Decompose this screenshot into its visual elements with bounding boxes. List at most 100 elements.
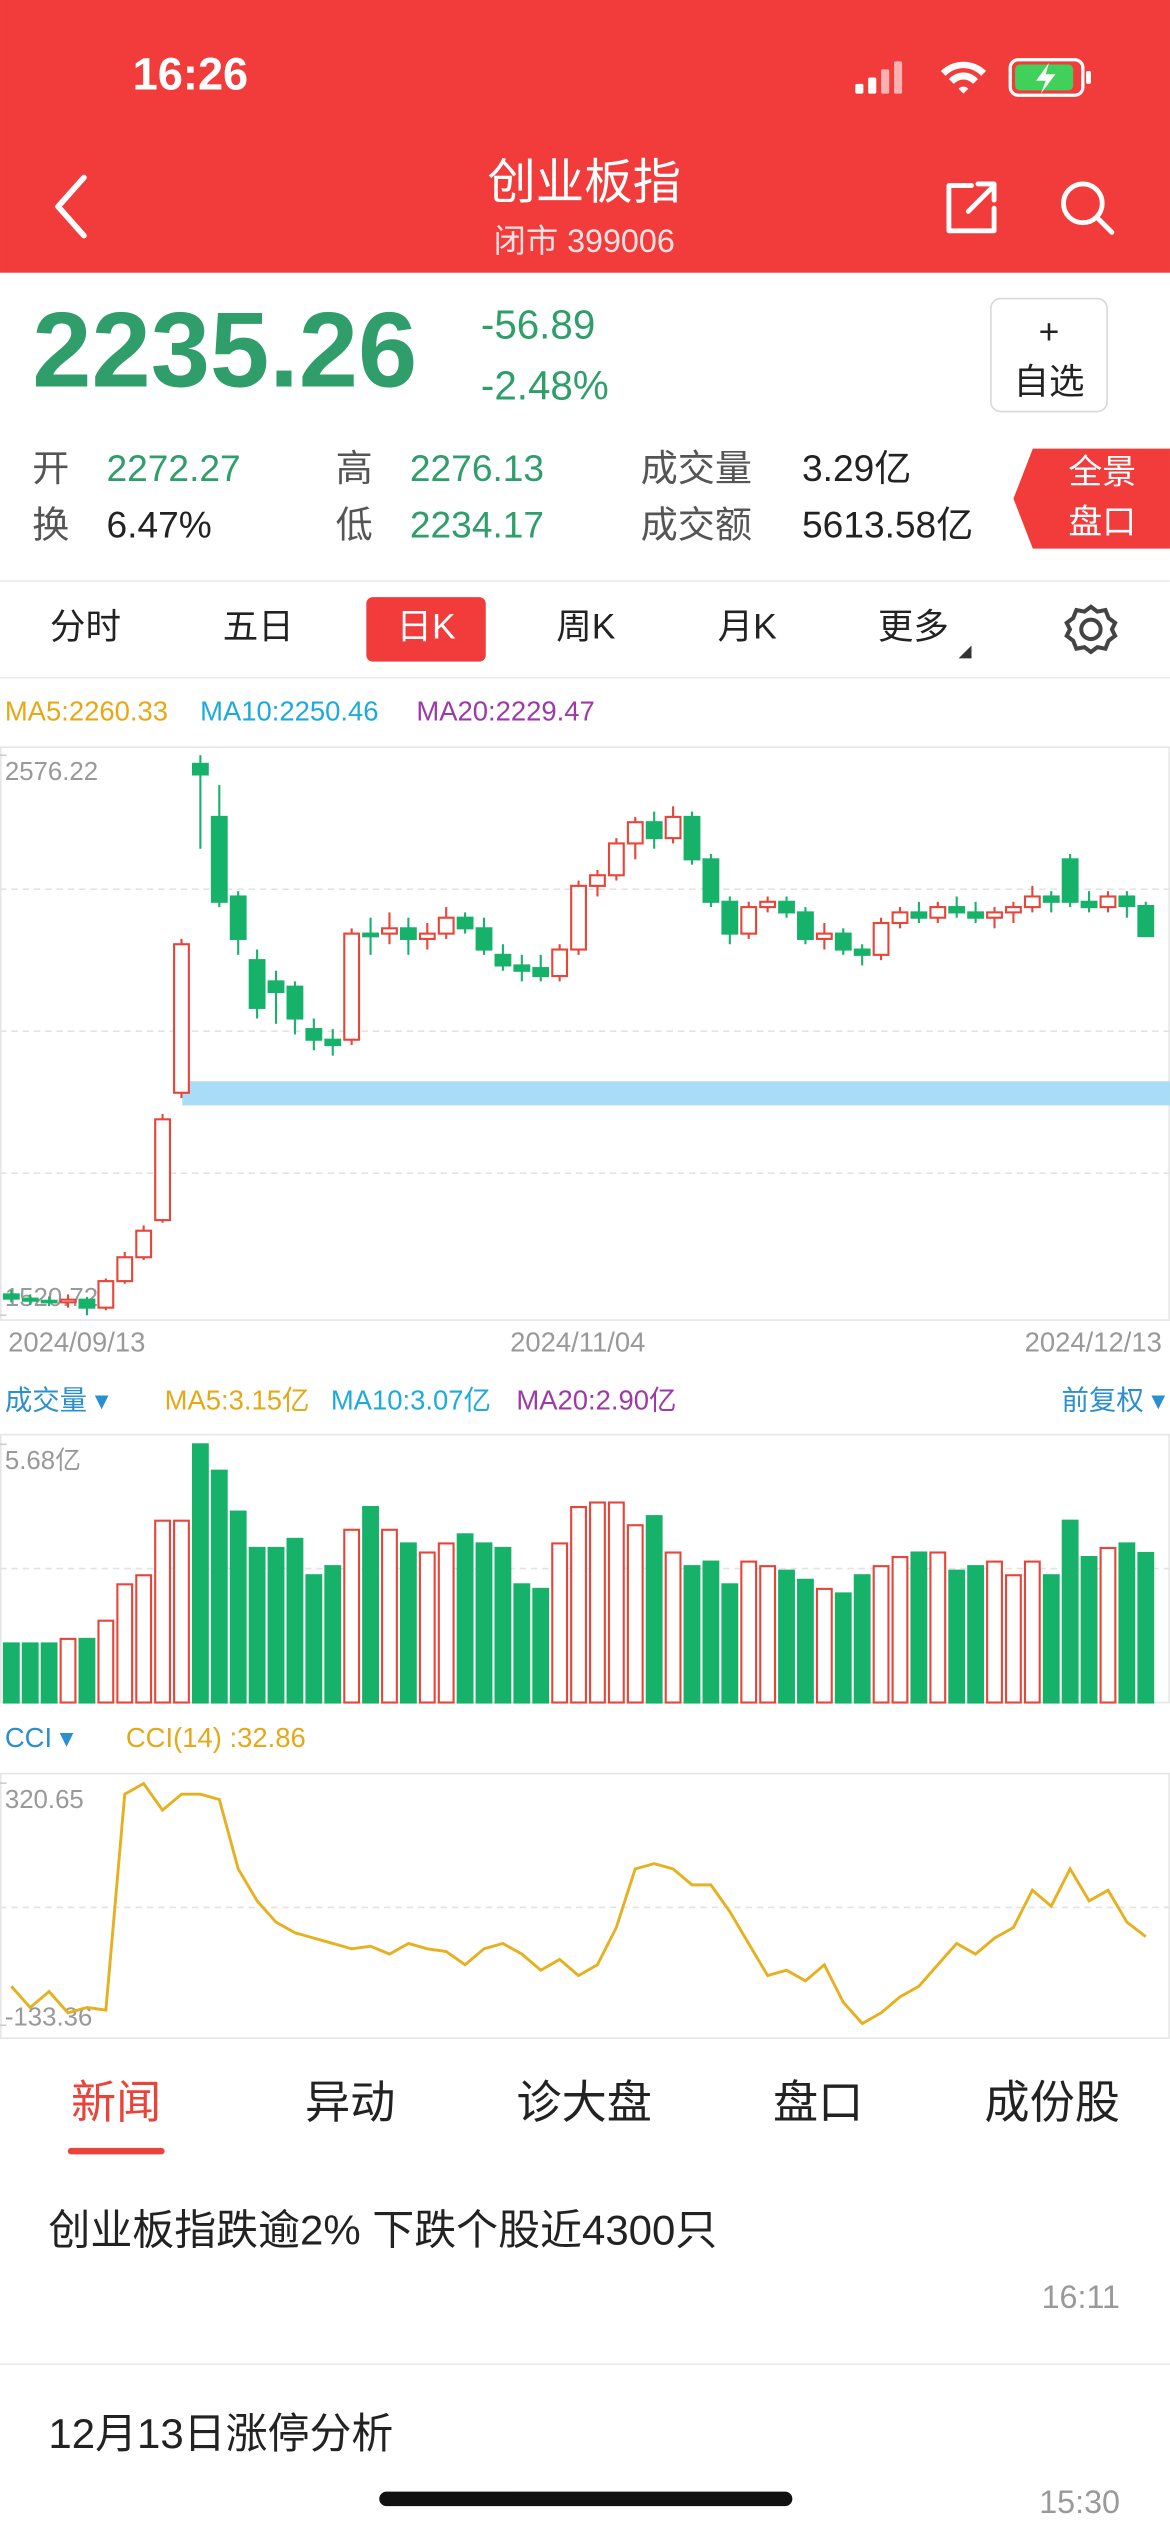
volume-bar [305,1574,323,1704]
volume-bar [683,1565,701,1704]
volume-bar [513,1583,531,1704]
tab[interactable]: 日K [396,607,456,647]
candle-body [721,900,739,935]
candle-body [607,842,625,877]
candle-body [229,895,247,940]
news-time: 16:11 [1042,2279,1120,2315]
candle-body [740,906,758,935]
volume-bar [78,1637,96,1704]
cci-value-label: CCI(14) :32.86 [126,1722,306,1753]
volume-bar [267,1546,285,1704]
tab[interactable]: 五日 [223,607,294,647]
date-label: 2024/09/13 [8,1327,145,1358]
candle-body [191,762,209,776]
cci-line [10,1781,1147,2026]
candle-body [702,858,720,903]
candle-body [1137,904,1155,938]
tab-active-bg [366,597,486,662]
volume-bar [645,1515,663,1704]
candle-body [872,921,890,956]
stat-label: 低 [336,503,373,545]
support-band [182,1081,1170,1106]
volume-bar [759,1565,777,1704]
adjust-label[interactable]: 前复权 ▾ [1061,1385,1165,1416]
tab[interactable]: 月K [718,607,778,647]
volume-bar [1061,1519,1079,1704]
candle-body [362,932,379,938]
volume-bar [551,1542,569,1704]
candle-body [853,948,871,956]
status-icons [855,58,1091,97]
y-tick-label: 320.65 [5,1786,84,1814]
tab[interactable]: 分时 [50,607,121,647]
volume-bar [475,1542,493,1704]
volume-chart: 5.68亿 [0,1443,1155,1704]
volume-bar [721,1583,739,1704]
volume-bar [154,1519,171,1704]
ma-label: MA20:2.90亿 [516,1385,676,1416]
news-time: 15:30 [1039,2484,1120,2520]
candle-body [532,967,550,978]
volume-bar [59,1637,77,1704]
stat-label: 高 [336,447,373,489]
candle-body [1005,906,1022,914]
stat-label: 成交量 [641,447,752,489]
volume-bar [1137,1551,1155,1704]
settings-button[interactable] [1064,604,1118,655]
price-change-pct: -2.48% [481,363,609,409]
news-tab[interactable]: 诊大盘 [516,2077,652,2128]
panorama-bg [1013,448,1170,549]
search-button[interactable] [1061,181,1115,235]
news-tab[interactable]: 新闻 [71,2077,161,2128]
cci-label[interactable]: CCI ▾ [5,1722,74,1753]
candle-body [589,874,606,887]
volume-bar [362,1506,379,1704]
share-button[interactable] [946,181,997,234]
volume-bar [40,1642,58,1704]
candle-body [1118,895,1136,908]
volume-bar [986,1560,1003,1704]
volume-bar [494,1546,512,1704]
ma-label: MA10:2250.46 [200,696,378,727]
watch-label: 自选 [1013,361,1084,401]
stat-value: 2272.27 [107,447,241,489]
stat-label: 成交额 [641,503,752,545]
cci-chart: 320.65 -133.36 [0,1781,1147,2032]
tab[interactable]: 周K [556,607,616,647]
panorama-button[interactable]: 全景 盘口 [1013,448,1170,549]
y-tick-label: -133.36 [5,2004,93,2032]
volume-bar [343,1528,361,1704]
candle-body [910,911,928,919]
watch-button[interactable]: + 自选 [990,297,1108,413]
news-tab[interactable]: 成份股 [984,2077,1120,2128]
volume-bar [607,1501,625,1704]
news-tab[interactable]: 盘口 [773,2077,863,2128]
date-label: 2024/11/04 [510,1327,645,1358]
watch-icon: + [1039,311,1060,351]
news-tab[interactable]: 异动 [305,2077,395,2128]
status-time: 16:26 [133,48,249,99]
price: 2235.26 [32,290,417,409]
candle-body [986,911,1003,919]
y-tick-label: 2576.22 [5,758,98,786]
panorama-label: 盘口 [1068,503,1136,541]
volume-bar [418,1551,436,1704]
candle-body [551,948,569,978]
volume-bar [97,1619,115,1704]
ma-label: MA20:2229.47 [416,696,594,727]
news-item[interactable]: 12月13日涨停分析 15:30 [48,2410,1120,2520]
candle-body [891,911,909,925]
candle-body [116,1256,134,1283]
volume-label[interactable]: 成交量 ▾ [5,1385,109,1416]
home-indicator [379,2491,793,2507]
candle-body [494,953,512,967]
tab[interactable]: 更多 [878,607,949,647]
back-button[interactable] [55,174,87,239]
candle-body [797,911,814,940]
candle-body [381,927,398,935]
ma-label: MA5:3.15亿 [165,1385,310,1416]
candle-body [1099,895,1117,909]
candle-body [778,900,795,914]
news-item[interactable]: 创业板指跌逾2% 下跌个股近4300只 16:11 [48,2207,1120,2316]
y-tick-label: 5.68亿 [5,1446,81,1475]
